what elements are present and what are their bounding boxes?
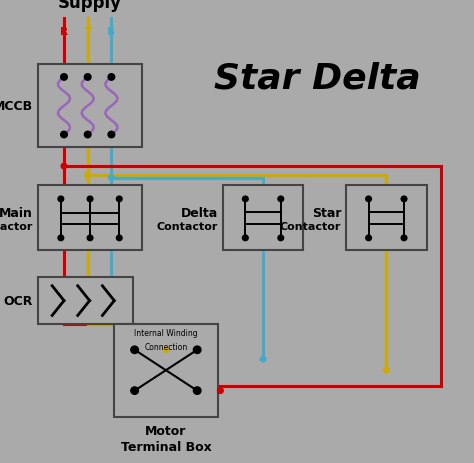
Text: Motor: Motor: [145, 424, 187, 437]
Text: Connection: Connection: [144, 343, 188, 351]
Circle shape: [131, 346, 138, 354]
Bar: [114, 324, 218, 417]
Text: Supply: Supply: [58, 0, 122, 12]
Text: Contactor: Contactor: [0, 222, 33, 232]
Circle shape: [58, 236, 64, 241]
Text: Y: Y: [84, 27, 91, 37]
Text: B: B: [108, 27, 115, 37]
Text: OCR: OCR: [4, 294, 33, 307]
Circle shape: [61, 75, 67, 81]
Circle shape: [58, 197, 64, 202]
Circle shape: [117, 236, 122, 241]
Circle shape: [87, 197, 93, 202]
Circle shape: [117, 197, 122, 202]
Text: Contactor: Contactor: [280, 222, 341, 232]
Circle shape: [132, 347, 137, 353]
Circle shape: [366, 236, 372, 241]
Circle shape: [108, 132, 115, 138]
Circle shape: [260, 357, 266, 362]
Circle shape: [87, 236, 93, 241]
Text: Delta: Delta: [181, 206, 218, 219]
Text: Contactor: Contactor: [157, 222, 218, 232]
Text: Terminal Box: Terminal Box: [120, 440, 211, 453]
Circle shape: [278, 236, 283, 241]
Circle shape: [278, 197, 283, 202]
Circle shape: [109, 175, 114, 181]
Bar: [223, 185, 303, 250]
Circle shape: [84, 132, 91, 138]
Circle shape: [193, 346, 201, 354]
Circle shape: [131, 387, 138, 394]
Text: R: R: [60, 27, 68, 37]
Circle shape: [84, 75, 91, 81]
Bar: [38, 65, 142, 148]
Circle shape: [85, 173, 91, 179]
Text: MCCB: MCCB: [0, 100, 33, 113]
Text: Internal Winding: Internal Winding: [134, 328, 198, 337]
Circle shape: [243, 236, 248, 241]
Bar: [38, 185, 142, 250]
Circle shape: [193, 387, 201, 394]
Text: Star Delta: Star Delta: [214, 62, 421, 96]
Bar: [38, 278, 133, 324]
Circle shape: [218, 388, 223, 394]
Circle shape: [366, 197, 372, 202]
Text: Star: Star: [312, 206, 341, 219]
Circle shape: [383, 368, 389, 373]
Circle shape: [401, 197, 407, 202]
Text: Main: Main: [0, 206, 33, 219]
Circle shape: [401, 236, 407, 241]
Bar: [346, 185, 427, 250]
Circle shape: [61, 132, 67, 138]
Circle shape: [108, 75, 115, 81]
Circle shape: [243, 197, 248, 202]
Circle shape: [61, 164, 67, 169]
Circle shape: [163, 347, 169, 353]
